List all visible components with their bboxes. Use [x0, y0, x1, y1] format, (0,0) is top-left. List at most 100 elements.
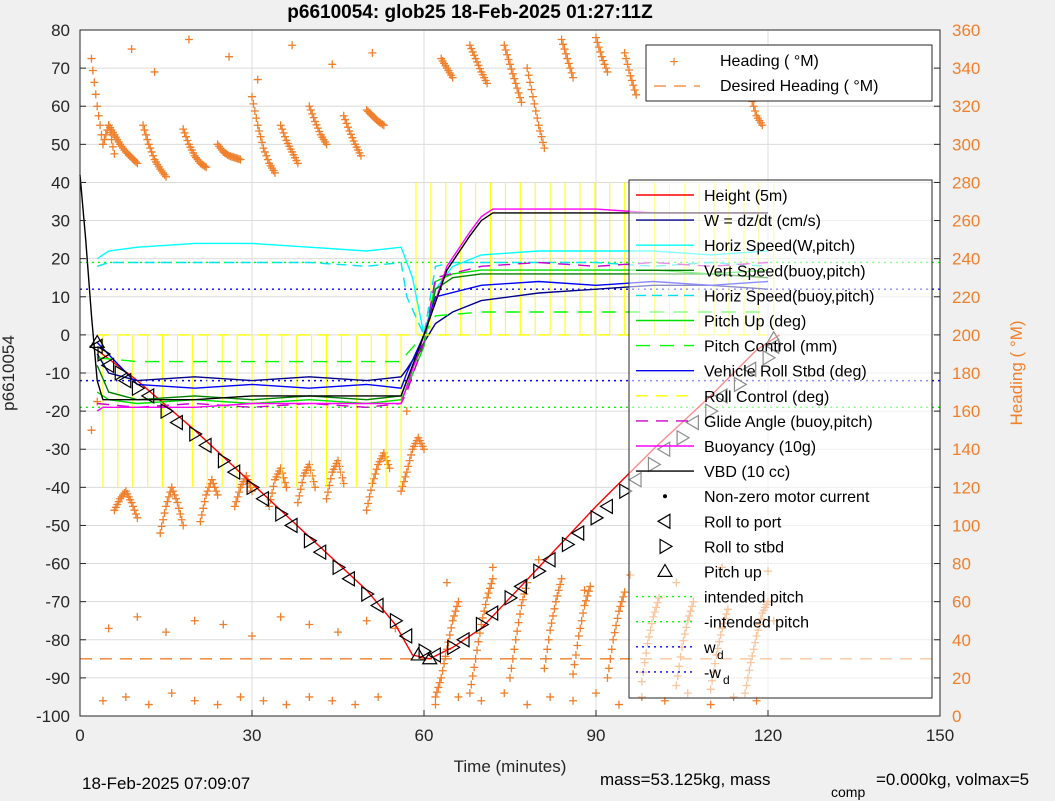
- y-right-tick-label-15: 60: [952, 593, 971, 612]
- heading-point-8-end: [356, 151, 365, 160]
- heading-point-20-1-0: [471, 654, 480, 663]
- series-line-2: [96, 242, 769, 336]
- heading-point-19-1-3: [441, 652, 450, 661]
- heading-point-31-2-0: [511, 79, 520, 88]
- heading-point-17-3-1: [381, 452, 390, 461]
- heading-point-21-2-0: [517, 601, 526, 610]
- heading-point-5-0-0: [248, 92, 256, 101]
- legend-label-8: Roll Control (deg): [704, 389, 829, 406]
- y-tick-label-18: -100: [36, 707, 70, 726]
- heading-point-21-0-0: [506, 673, 514, 682]
- heading-point-5-2-2: [262, 151, 271, 160]
- heading-point-5-1-0: [253, 121, 262, 130]
- heading-point-12-0-1: [197, 510, 206, 519]
- heading-point-16-2-0: [334, 456, 342, 465]
- heading-point-0-2-2: [101, 130, 110, 139]
- heading-point-35-1-2: [629, 81, 638, 90]
- legend-swatch-14: [659, 538, 674, 555]
- heading-point-2-0-2: [141, 130, 150, 139]
- legend-label-19: -w: [704, 665, 721, 682]
- roll-to-port-marker-10: [341, 570, 355, 587]
- heading-point-7-0-2: [308, 109, 317, 118]
- roll-to-port-marker-2: [117, 372, 132, 389]
- heading-scatter-point-24: [431, 700, 440, 709]
- heading-point-18-0-0: [397, 487, 406, 496]
- heading-point-12-2-2: [210, 483, 219, 492]
- heading-point-30-0-0: [465, 41, 474, 50]
- heading-point-32-2-0: [534, 121, 543, 130]
- heading-point-20-0-0: [465, 689, 474, 698]
- x-tick-label-2: 60: [415, 726, 434, 745]
- heading-point-21-1-2: [514, 618, 523, 627]
- heading-point-0-1-2: [96, 121, 105, 130]
- heading-point-0-0-2: [90, 78, 99, 87]
- heading-point-33-end: [569, 73, 578, 82]
- series-line-11: [79, 174, 768, 401]
- heading-scatter-point-50: [580, 586, 589, 595]
- heading-point-34-0-2: [594, 43, 603, 52]
- heading-scatter-point-49: [534, 555, 543, 564]
- heading-point-16-0-3: [326, 474, 335, 483]
- heading-point-0-0-3: [91, 90, 100, 99]
- legend-swatch-15: [656, 563, 674, 578]
- heading-point-16-2-1: [335, 462, 344, 471]
- heading-point-16-0-1: [323, 488, 332, 497]
- heading-point-8-1-3: [349, 136, 358, 145]
- heading-point-24-1-0: [609, 635, 618, 644]
- roll-to-stbd-marker-12: [418, 643, 433, 660]
- heading-point-15-2-2: [308, 471, 317, 480]
- heading-point-16-2-2: [336, 468, 345, 477]
- heading-scatter-point-7: [259, 696, 268, 705]
- heading-point-31-0-1: [501, 46, 510, 55]
- pitch-up-marker-0: [89, 334, 106, 349]
- heading-point-5-1-3: [258, 138, 267, 147]
- heading-point-19-0-0: [431, 692, 440, 701]
- heading-point-2-1-3: [149, 151, 158, 160]
- legend-label-4: Horiz Speed(buoy,pitch): [704, 288, 874, 305]
- legend-label-2: Horiz Speed(W,pitch): [704, 238, 855, 255]
- heading-point-21-0-2: [508, 654, 517, 663]
- heading-point-5-end: [270, 168, 279, 177]
- heading-point-5-0-3: [252, 114, 261, 123]
- heading-point-22-end: [557, 574, 566, 583]
- heading-point-6-0-0: [276, 121, 285, 130]
- heading-point-30-1-1: [473, 57, 482, 66]
- roll-to-port-marker-12: [398, 627, 413, 645]
- heading-point-3-end: [202, 163, 211, 172]
- heading-scatter-point-20: [305, 620, 314, 629]
- heading-point-20-0-1: [467, 680, 476, 689]
- heading-point-6-end: [293, 159, 302, 168]
- heading-point-20-1-3: [475, 629, 484, 638]
- legend-label-14: Roll to stbd: [704, 539, 784, 556]
- roll-to-port-marker-17: [541, 551, 556, 568]
- y-right-tick-label-17: 20: [952, 669, 971, 688]
- roll-to-stbd-marker-3: [160, 403, 175, 420]
- heading-point-31-1-1: [507, 65, 516, 74]
- heading-point-11-1-2: [164, 492, 173, 501]
- heading-point-23-2-2: [583, 591, 592, 600]
- y-tick-label-14: -60: [45, 555, 70, 574]
- heading-point-11-1-1: [163, 497, 172, 506]
- heading-scatter-point-16: [190, 616, 199, 625]
- y-tick-label-4: 40: [51, 173, 70, 192]
- heading-point-23-0-3: [573, 641, 582, 650]
- heading-point-23-1-3: [579, 609, 588, 618]
- heading-point-30-0-3: [470, 51, 479, 60]
- y-right-tick-label-11: 140: [952, 440, 980, 459]
- heading-point-32-0-0: [523, 64, 532, 73]
- heading-point-14-2-0: [276, 464, 285, 473]
- heading-point-21-0-3: [510, 645, 519, 654]
- heading-scatter-point-48: [488, 563, 497, 572]
- roll-to-port-marker-4: [169, 414, 183, 431]
- heading-scatter-point-13: [104, 624, 113, 633]
- heading-point-32-1-3: [533, 114, 542, 123]
- legend-label-17: -intended pitch: [704, 615, 809, 632]
- heading-point-17-1-2: [371, 469, 380, 478]
- heading-point-15-2-1: [306, 466, 315, 475]
- heading-point-0-end: [110, 149, 119, 158]
- heading-point-11-2-0: [167, 483, 176, 492]
- heading-point-15-2-3: [309, 477, 318, 486]
- heading-point-8-1-2: [348, 133, 357, 142]
- legend-label-10: Buoyancy (10g): [704, 439, 816, 456]
- x-axis: 0 30 60 90 120 150: [75, 710, 954, 745]
